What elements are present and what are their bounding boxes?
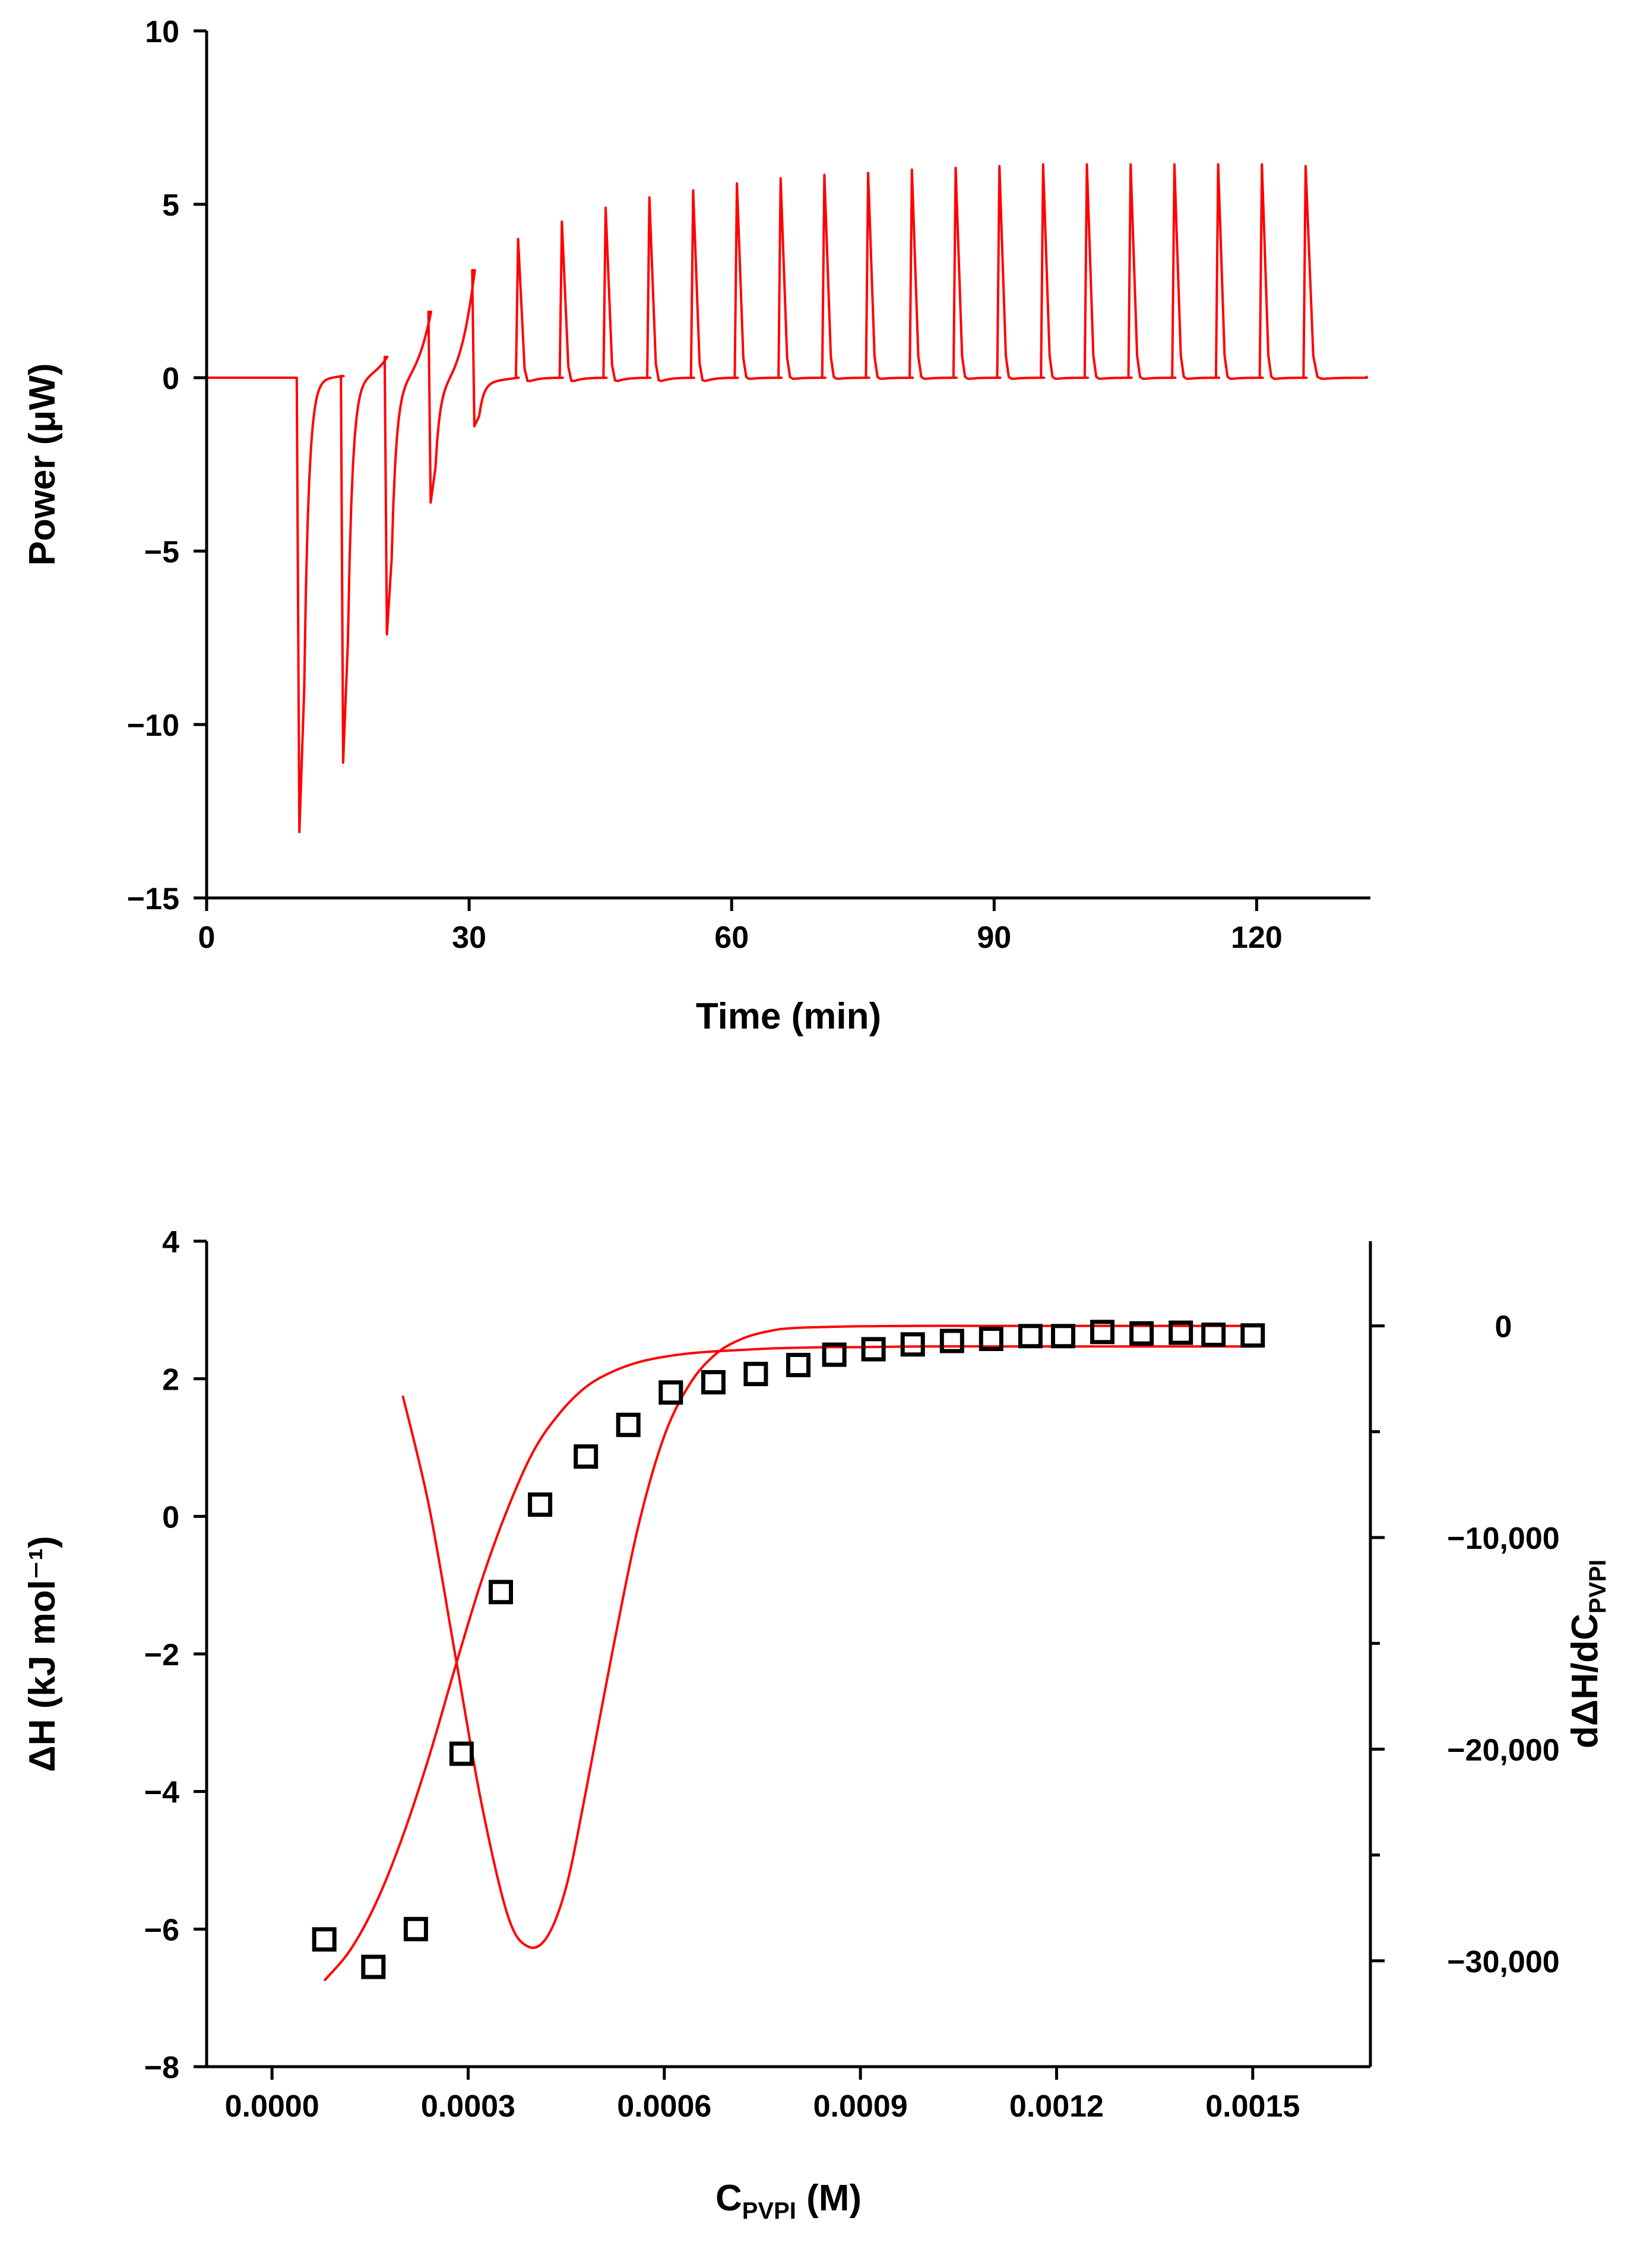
x-tick-label: 0.0000 (225, 2089, 319, 2124)
data-point (743, 1362, 768, 1387)
data-point (1018, 1324, 1043, 1349)
x-tick-label: 0 (198, 921, 216, 955)
x-tick-label: 120 (1231, 921, 1283, 955)
x-label-unit: (M) (796, 2178, 862, 2219)
data-point (1169, 1320, 1193, 1345)
data-point (1090, 1320, 1114, 1345)
data-point (658, 1380, 683, 1405)
x-axis-label: CPVPI (M) (715, 2178, 862, 2224)
x-label-main: C (715, 2178, 742, 2219)
data-point (574, 1444, 599, 1469)
y-tick-label: 5 (162, 188, 179, 223)
y2-tick-label: 0 (1495, 1310, 1512, 1345)
data-point (701, 1370, 726, 1394)
x-tick-label: 0.0006 (617, 2089, 711, 2124)
y2-axis-label: dΔH/dCPVPI (1565, 1560, 1611, 1748)
y2-label-sub: PVPI (1585, 1560, 1611, 1614)
y-tick-label: −15 (127, 882, 179, 916)
y-tick-label: −8 (144, 2051, 179, 2085)
data-point (361, 1954, 386, 1979)
thermogram-line (207, 163, 1369, 833)
y-tick-label: −5 (144, 535, 179, 570)
data-point (939, 1328, 964, 1353)
data-point (616, 1412, 641, 1437)
fit-curve (323, 1345, 1253, 1982)
x-tick-label: 60 (714, 921, 749, 955)
y-tick-label: 2 (162, 1363, 179, 1397)
y-tick-label: −10 (127, 708, 179, 743)
x-tick-label: 90 (977, 921, 1011, 955)
x-tick-label: 0.0003 (421, 2089, 515, 2124)
data-point (403, 1916, 428, 1941)
x-tick-label: 0.0012 (1009, 2089, 1104, 2124)
derivative-curve (401, 1324, 1253, 1949)
data-point (861, 1337, 886, 1362)
data-point (1240, 1323, 1265, 1348)
data-point (822, 1342, 847, 1367)
y-axis-label: Power (μW) (22, 363, 63, 565)
y-axis-label: ΔH (kJ mol⁻¹) (22, 1536, 63, 1772)
y-tick-label: 0 (162, 362, 179, 396)
data-point (528, 1492, 553, 1517)
y2-label-main: dΔH/dC (1565, 1614, 1606, 1748)
y-tick-label: −4 (144, 1776, 179, 1810)
data-point (786, 1353, 810, 1377)
y2-tick-label: −30,000 (1447, 1945, 1559, 1979)
data-point (489, 1580, 513, 1605)
y-tick-label: 10 (145, 15, 179, 49)
x-tick-label: 0.0009 (813, 2089, 908, 2124)
data-point (449, 1741, 474, 1766)
x-axis-label: Time (min) (696, 996, 881, 1037)
x-tick-label: 0.0015 (1205, 2089, 1300, 2124)
data-point (979, 1327, 1003, 1351)
y-tick-label: 4 (162, 1225, 179, 1260)
data-point (1051, 1324, 1075, 1349)
data-point (312, 1927, 337, 1952)
y-tick-label: −6 (144, 1913, 179, 1947)
isotherm-panel: 4 2 0 −2 −4 −6 −8 0.0000 0.0003 0.0006 0.0009 0.001… (22, 1225, 1611, 2224)
data-point (900, 1332, 925, 1357)
data-point (1129, 1321, 1154, 1346)
y-tick-label: −2 (144, 1638, 179, 1672)
thermogram-panel: 10 5 0 −5 −10 −15 0 30 60 90 120 Time (min) Power (μ… (22, 15, 1370, 1037)
y-tick-label: 0 (162, 1500, 179, 1535)
y2-tick-label: −10,000 (1447, 1522, 1559, 1556)
x-label-sub: PVPI (742, 2198, 796, 2224)
y2-tick-label: −20,000 (1447, 1733, 1559, 1767)
x-tick-label: 30 (452, 921, 486, 955)
data-point (1201, 1323, 1226, 1347)
